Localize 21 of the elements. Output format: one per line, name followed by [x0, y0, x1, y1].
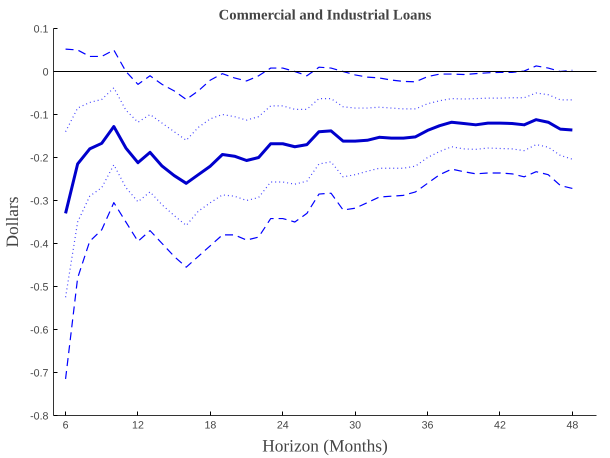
y-tick-label: -0.3 [30, 196, 49, 208]
x-tick-label: 24 [276, 420, 289, 432]
y-tick-label: -0.8 [30, 410, 49, 422]
y-tick-label: -0.7 [30, 368, 49, 380]
y-tick-label: -0.6 [30, 324, 49, 336]
x-tick-label: 48 [566, 420, 578, 432]
x-axis-title: Horizon (Months) [262, 436, 388, 456]
x-tick-label: 6 [62, 420, 69, 432]
chart-title: Commercial and Industrial Loans [218, 8, 432, 24]
y-tick-label: 0 [42, 66, 49, 78]
x-tick-label: 18 [204, 420, 216, 432]
y-tick-label: -0.2 [30, 152, 49, 164]
x-tick-label: 12 [132, 420, 144, 432]
y-tick-label: 0.1 [34, 24, 49, 36]
x-tick-label: 36 [422, 420, 434, 432]
y-tick-label: -0.4 [30, 238, 49, 250]
y-tick-label: -0.5 [30, 282, 49, 294]
y-axis-title: Dollars [3, 196, 22, 248]
y-tick-label: -0.1 [30, 110, 49, 122]
x-tick-label: 30 [349, 420, 362, 432]
x-tick-label: 42 [494, 420, 506, 432]
